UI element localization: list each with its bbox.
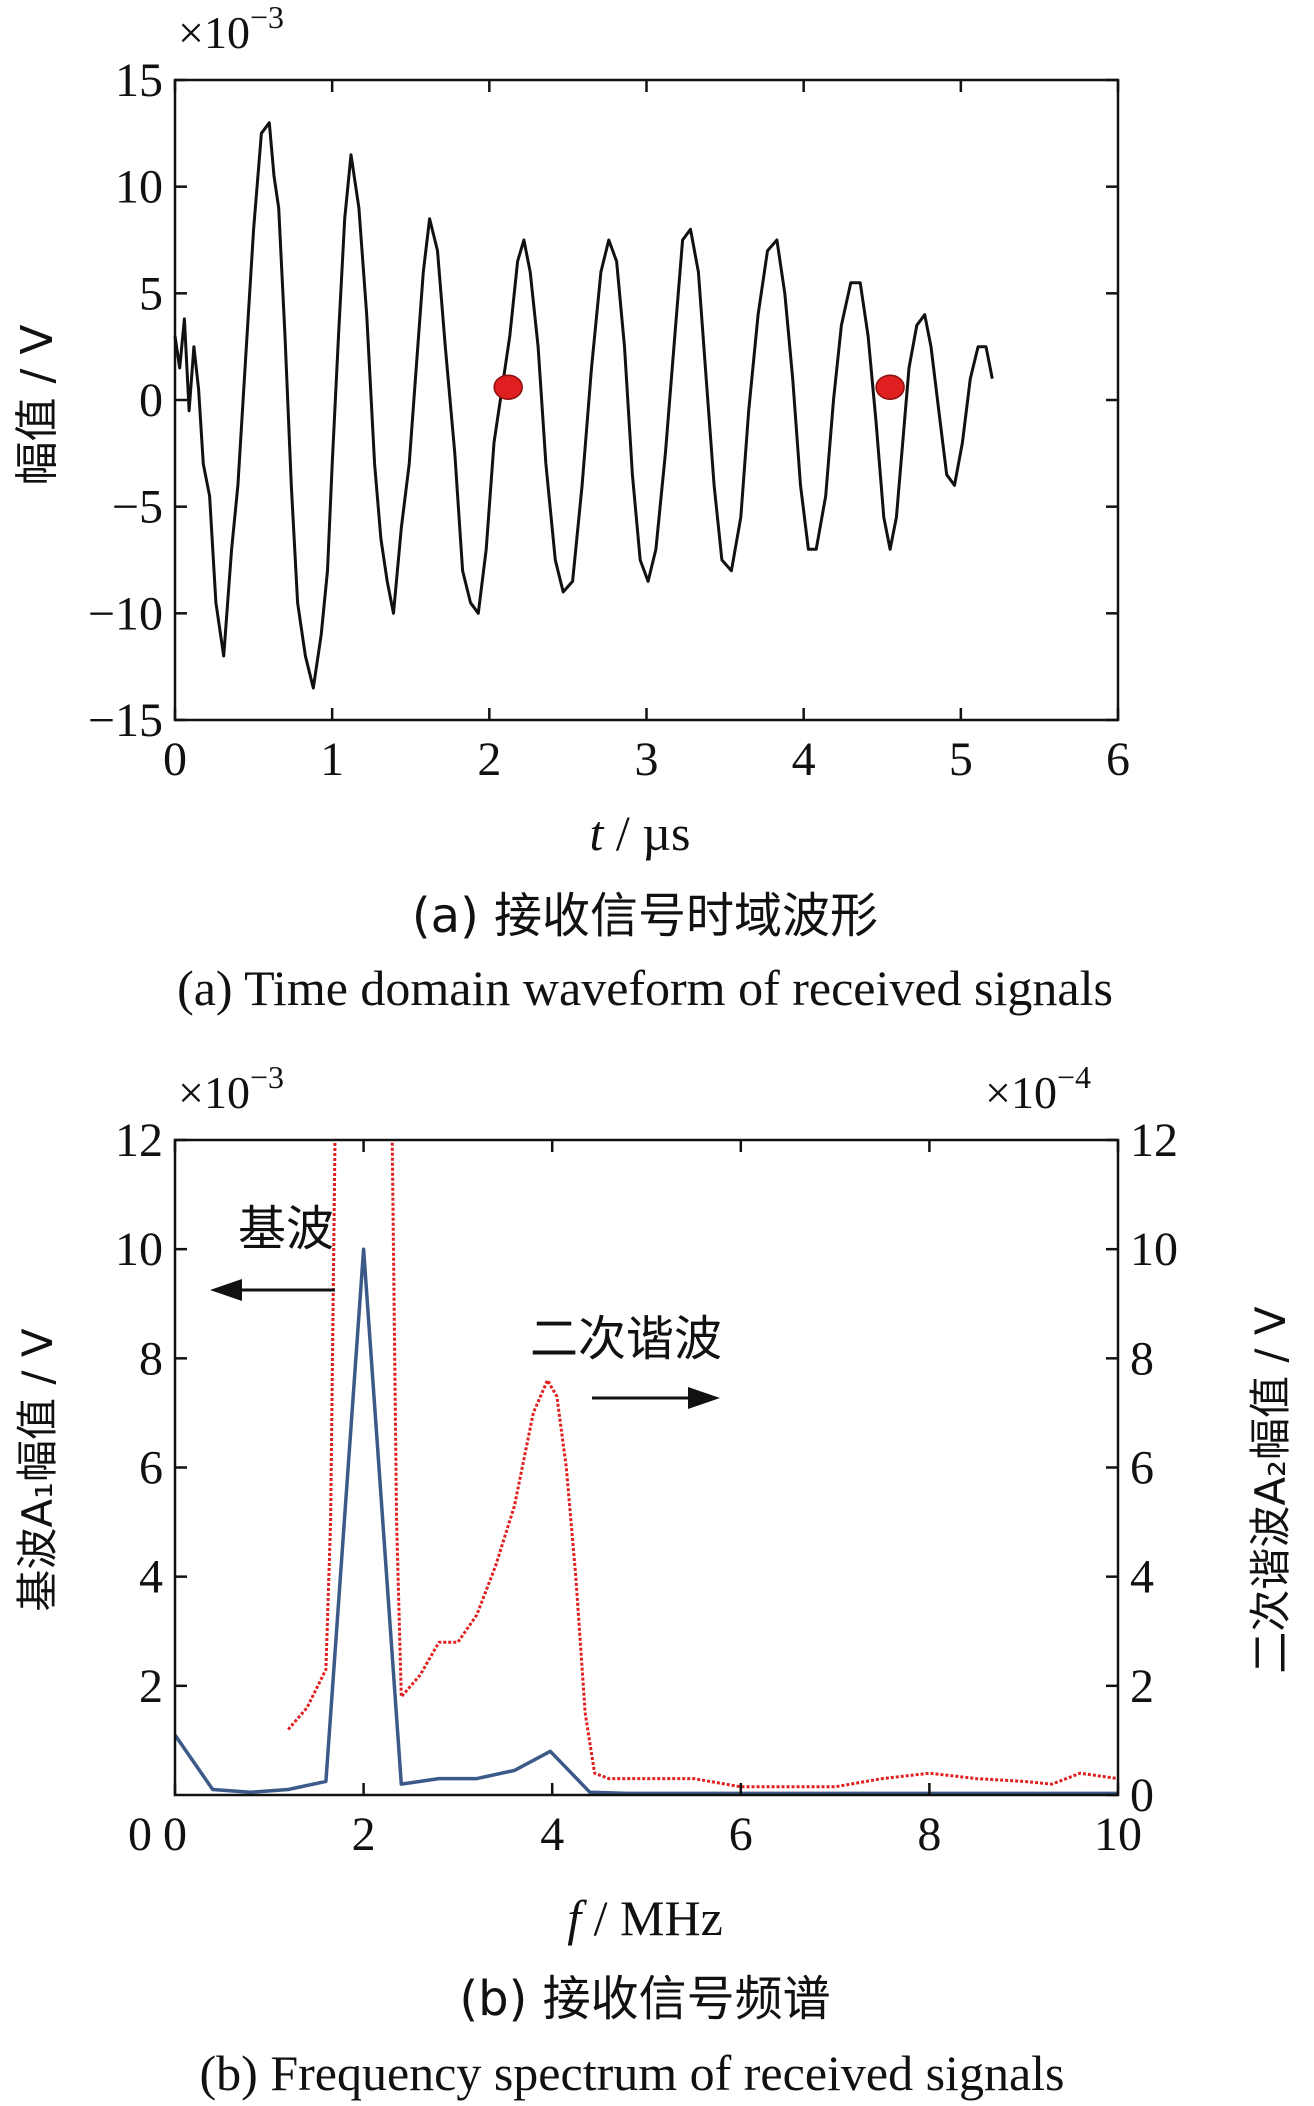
panel-b-right-multiplier: ×10−4 [985,1059,1091,1118]
panel-a-x-axis-label: t / µs [589,805,690,861]
panel-a-y-axis-label: 幅值 / V [12,325,63,486]
panel-a-caption-cn: (a) 接收信号时域波形 [412,888,878,944]
left-y-tick-label: 12 [115,1114,163,1167]
panel-a-y-multiplier: ×10−3 [178,0,284,58]
y-tick-label: 0 [139,374,163,427]
right-y-tick-label: 12 [1130,1114,1178,1167]
marker-point [493,374,523,400]
x-tick-label: 4 [540,1808,564,1861]
origin-left-label: 0 [128,1808,152,1861]
x-tick-label: 5 [949,733,973,786]
second-harmonic-line [287,1140,1118,1789]
x-tick-label: 2 [352,1808,376,1861]
x-tick-label: 6 [729,1808,753,1861]
fundamental-annotation-label: 基波 [238,1201,334,1257]
panel-a-series [173,121,994,690]
y-tick-label: −5 [112,481,163,534]
y-tick-label: 5 [139,267,163,320]
panel-a-plot-frame [173,78,1120,722]
panel-b-caption-cn: (b) 接收信号频谱 [459,1971,830,2027]
fundamental-annotation: 基波 [210,1201,335,1301]
x-tick-label: 8 [917,1808,941,1861]
x-tick-label: 1 [320,733,344,786]
left-y-tick-label: 8 [139,1332,163,1385]
panel-b-x-axis-label: f / MHz [567,1890,723,1946]
panel-b-caption-en: (b) Frequency spectrum of received signa… [200,2045,1065,2101]
second-harmonic-annotation-label: 二次谐波 [530,1311,722,1367]
fundamental-left-arrow-head [210,1279,242,1301]
x-tick-label: 2 [477,733,501,786]
panel-b-right-y-axis-label: 二次谐波A₂幅值 / V [1246,1306,1295,1673]
marker-point [875,374,905,400]
x-tick-label: 3 [635,733,659,786]
right-y-tick-label: 2 [1130,1660,1154,1713]
right-y-tick-label: 4 [1130,1551,1154,1604]
panel-a-ticks [173,78,1120,722]
right-y-tick-label: 0 [1130,1769,1154,1822]
panel-b-series [175,1140,1118,1795]
second-harmonic-annotation: 二次谐波 [530,1311,722,1409]
y-tick-label: −10 [88,587,163,640]
panel-b-left-y-tick-labels: 2 4 6 8 10 12 [115,1114,163,1713]
panel-b-left-y-axis-label: 基波A₁幅值 / V [13,1328,62,1611]
x-tick-label: 4 [792,733,816,786]
left-y-tick-label: 10 [115,1223,163,1276]
left-y-tick-label: 6 [139,1442,163,1495]
panel-b-x-tick-labels: 0 2 4 6 8 10 0 [128,1808,1142,1861]
second-harmonic-right-arrow-head [688,1387,720,1409]
y-tick-label: 15 [115,54,163,107]
y-tick-label: 10 [115,161,163,214]
panel-b-left-multiplier: ×10−3 [178,1059,284,1118]
left-y-tick-label: 2 [139,1660,163,1713]
fundamental-line [175,1247,1118,1795]
right-y-tick-label: 6 [1130,1442,1154,1495]
panel-b-right-y-tick-labels: 0 2 4 6 8 10 12 [1130,1114,1178,1822]
right-y-tick-label: 10 [1130,1223,1178,1276]
right-y-tick-label: 8 [1130,1332,1154,1385]
y-tick-label: −15 [88,694,163,747]
panel-a-x-tick-labels: 0 1 2 3 4 5 6 [163,733,1130,786]
x-tick-label: 6 [1106,733,1130,786]
panel-a-y-tick-labels: −15 −10 −5 0 5 10 15 [88,54,163,747]
x-tick-label: 10 [1094,1808,1142,1861]
waveform-line [173,121,994,690]
panel-a-time-waveform: 0 1 2 3 4 5 6 −15 −10 −5 0 5 10 15 ×10−3 幅值 / V t / … [12,0,1130,1016]
x-tick-label: 0 [163,1808,187,1861]
left-y-tick-label: 4 [139,1551,163,1604]
panel-a-caption-en: (a) Time domain waveform of received sig… [177,960,1113,1016]
panel-a-markers [493,374,905,400]
x-tick-label: 0 [163,733,187,786]
panel-b-ticks [173,1138,1120,1797]
